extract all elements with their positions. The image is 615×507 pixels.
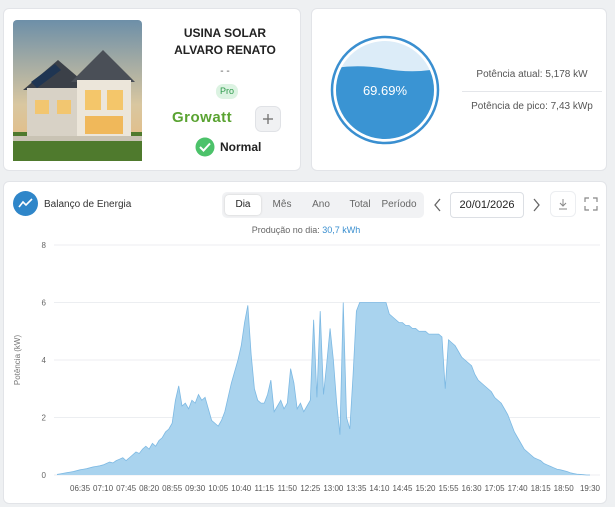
x-tick-label: 19:30 [580,484,601,493]
selected-tab-bg [225,195,261,215]
brand-logo: Growatt [172,109,233,126]
x-tick-label: 14:10 [369,484,390,493]
x-tick-label: 17:05 [485,484,506,493]
plant-subtitle: - - [220,66,230,77]
status-text: Normal [220,140,262,154]
tab[interactable]: Dia [235,199,251,210]
tab-bar: Dia Mês Ano Total Período [222,192,424,218]
production-value: 30,7 kWh [322,225,361,235]
x-tick-label: 08:55 [162,484,183,493]
x-tick-label: 18:15 [531,484,552,493]
x-tick-label: 07:10 [93,484,114,493]
panel-title: Balanço de Energia [44,199,132,210]
plant-name: USINA SOLAR ALVARO RENATO [174,26,276,57]
x-tick-label: 13:35 [346,484,367,493]
x-tick-label: 14:45 [392,484,413,493]
x-tick-label: 17:40 [508,484,529,493]
x-tick-label: 11:50 [278,484,298,493]
production-summary: Produção no dia: 30,7 kWh [4,225,608,235]
x-tick-label: 07:45 [116,484,137,493]
gauge: 69.69% [330,35,440,145]
panel-icon [13,191,38,216]
date-picker[interactable]: 20/01/2026 [450,192,524,218]
next-date[interactable] [530,196,542,214]
x-tick-label: 15:55 [439,484,460,493]
gauge-label: 69.69% [363,83,408,98]
download-button[interactable] [550,191,576,217]
tab[interactable]: Total [349,199,371,210]
add-button[interactable] [255,106,281,132]
y-tick-label: 2 [42,414,47,423]
x-tick-label: 08:20 [139,484,160,493]
area-line [56,302,590,476]
y-axis-label: Potência (kW) [13,335,22,386]
y-tick-label: 6 [42,299,47,308]
divider [462,91,602,92]
x-tick-label: 09:30 [185,484,206,493]
x-tick-label: 13:00 [323,484,344,493]
area [57,302,590,475]
current-power: Potência atual: 5,178 kW [476,69,588,80]
x-tick-label: 06:35 [70,484,91,493]
plant-card: USINA SOLAR ALVARO RENATO - - Pro Growat… [3,8,301,171]
x-tick-label: 18:50 [554,484,575,493]
y-tick-label: 0 [42,471,47,480]
x-tick-label: 16:30 [462,484,483,493]
plant-photo [13,20,142,161]
fullscreen-button[interactable] [582,195,600,213]
tab[interactable]: Mês [272,199,292,210]
status-icon [195,137,215,157]
pro-badge: Pro [216,84,238,99]
peak-power: Potência de pico: 7,43 kWp [471,101,593,112]
power-card: 69.69% Potência atual: 5,178 kW Potência… [311,8,607,171]
tab[interactable]: Período [381,199,417,210]
gauge-fill [336,66,434,139]
x-tick-label: 10:40 [231,484,252,493]
prev-date[interactable] [432,196,444,214]
y-tick-label: 8 [42,241,47,250]
y-tick-label: 4 [42,356,47,365]
x-tick-label: 12:25 [300,484,321,493]
x-tick-label: 15:20 [415,484,436,493]
tab[interactable]: Ano [312,199,330,210]
x-tick-label: 11:15 [255,484,275,493]
production-label: Produção no dia: [251,225,320,235]
x-tick-label: 10:05 [208,484,229,493]
